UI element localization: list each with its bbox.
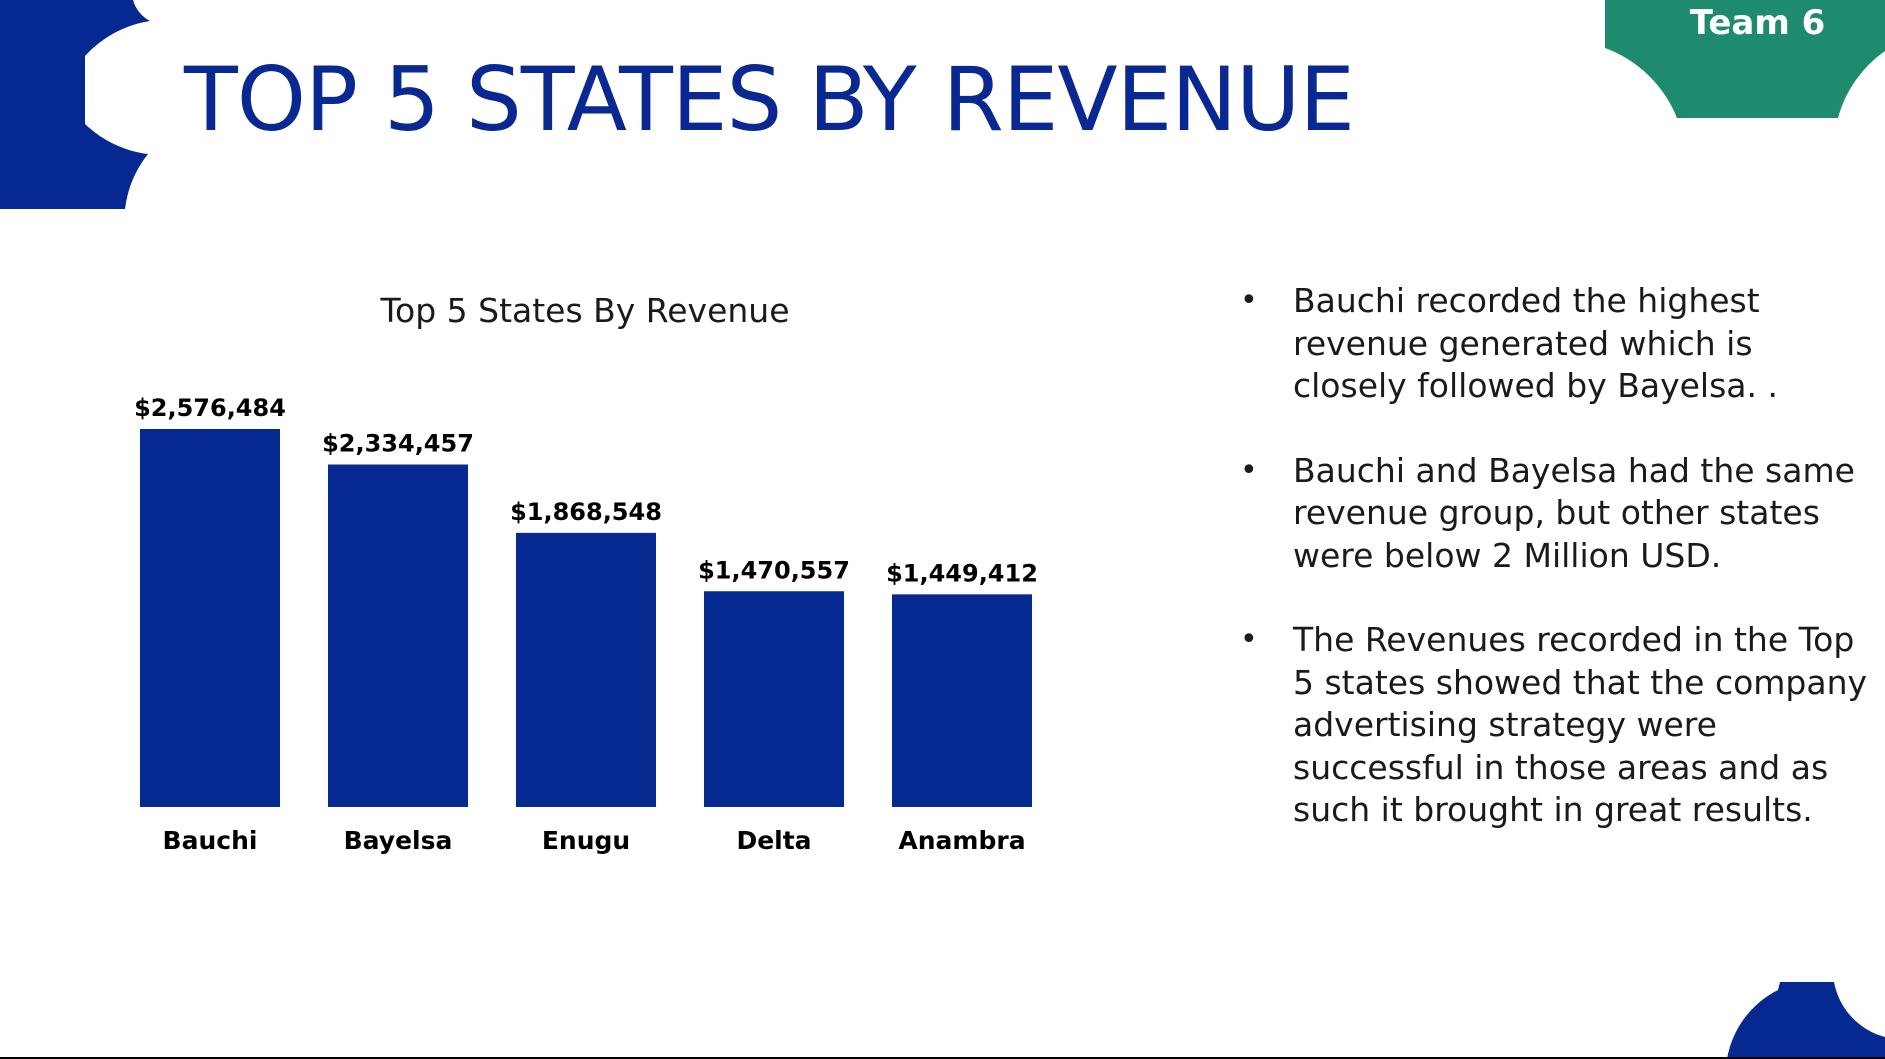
bar-bayelsa bbox=[328, 464, 468, 807]
corner-decoration-top-left bbox=[0, 0, 150, 209]
bullet-text: Bauchi recorded the highest revenue gene… bbox=[1293, 281, 1778, 405]
bar-anambra bbox=[892, 594, 1032, 807]
bullet-item: • Bauchi recorded the highest revenue gen… bbox=[1240, 280, 1870, 408]
category-label: Delta bbox=[736, 826, 811, 855]
team-label: Team 6 bbox=[1689, 3, 1826, 43]
bullet-item: • Bauchi and Bayelsa had the same revenue… bbox=[1240, 450, 1870, 578]
data-label: $1,449,412 bbox=[886, 559, 1038, 587]
data-label: $1,470,557 bbox=[698, 556, 850, 584]
bar-bauchi bbox=[140, 429, 280, 807]
data-label: $2,576,484 bbox=[134, 394, 286, 422]
bar-delta bbox=[704, 591, 844, 807]
bullet-item: • The Revenues recorded in the Top 5 stat… bbox=[1240, 619, 1870, 832]
bullet-text: The Revenues recorded in the Top 5 state… bbox=[1293, 620, 1868, 829]
bar-chart: $2,576,484 Bauchi $2,334,457 Bayelsa $1,868,… bbox=[134, 394, 1038, 855]
bullet-text: Bauchi and Bayelsa had the same revenue … bbox=[1293, 450, 1855, 575]
chart-title: Top 5 States By Revenue bbox=[380, 291, 790, 330]
corner-decoration-top-right bbox=[1605, 0, 1885, 118]
category-label: Bayelsa bbox=[344, 826, 453, 855]
category-label: Enugu bbox=[542, 826, 630, 855]
page-title: TOP 5 STATES BY REVENUE bbox=[184, 48, 1355, 151]
bar-enugu bbox=[516, 532, 656, 807]
category-label: Anambra bbox=[898, 826, 1025, 855]
bullet-dot-icon: • bbox=[1240, 283, 1258, 318]
bullet-list: • Bauchi recorded the highest revenue gen… bbox=[1240, 280, 1870, 874]
data-label: $1,868,548 bbox=[510, 498, 662, 526]
category-label: Bauchi bbox=[163, 826, 258, 855]
data-label: $2,334,457 bbox=[322, 430, 474, 458]
bullet-dot-icon: • bbox=[1240, 452, 1258, 488]
bullet-dot-icon: • bbox=[1240, 622, 1258, 657]
